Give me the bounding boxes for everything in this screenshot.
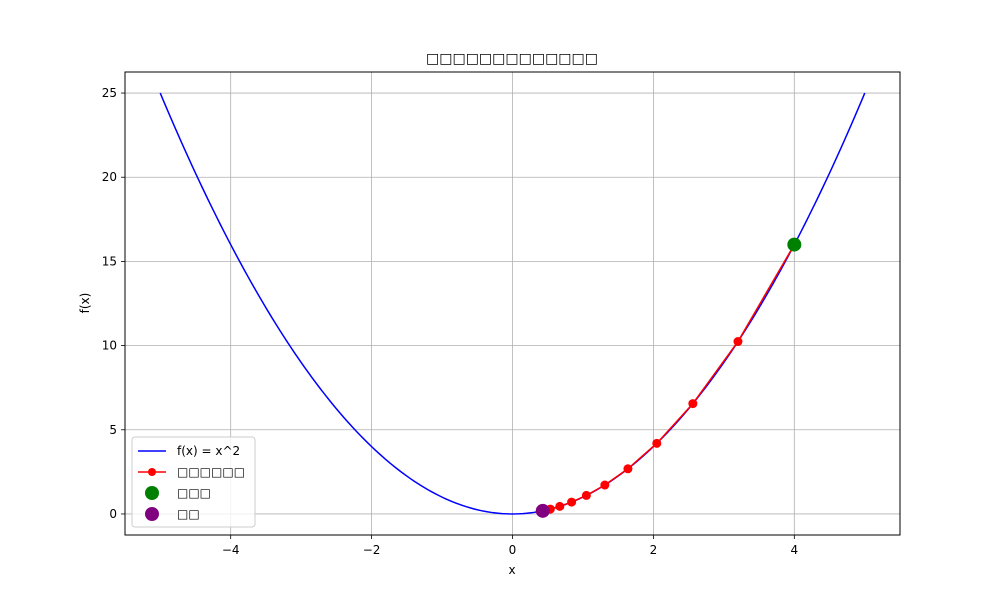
legend-frame [131,436,256,528]
x-tick-label: 2 [650,543,658,557]
x-tick-label: 4 [790,543,798,557]
end-point-marker [535,503,550,518]
tick-layer: −4 −2 0 2 4 0 5 10 15 20 25 [102,86,798,557]
x-tick-label: −4 [222,543,240,557]
legend-entry-curve: f(x) = x^2 [138,444,240,458]
data-layer [159,92,866,518]
x-tick-label: −2 [363,543,381,557]
y-tick-label: 15 [102,254,117,268]
descent-path-point [688,399,698,409]
descent-path-point [623,464,633,474]
legend-label-start: □□□ [177,486,211,500]
descent-path-point [555,501,565,511]
legend-swatch-end [145,507,159,521]
start-point-marker [787,237,802,252]
descent-path-point [652,438,662,448]
descent-path-line [550,244,795,510]
x-axis-label: x [508,563,515,577]
descent-path-point [581,490,591,500]
y-tick-label: 10 [102,339,117,353]
legend-label-end: □□ [177,507,200,521]
function-curve-line [159,92,866,515]
descent-path-point [600,480,610,490]
y-tick-label: 0 [109,507,117,521]
y-tick-label: 25 [102,86,117,100]
y-axis-label: f(x) [78,293,92,314]
y-tick-label: 20 [102,170,117,184]
legend-entry-end: □□ [145,507,200,521]
legend-swatch-start [145,486,159,500]
legend: f(x) = x^2 □□□□□□ □□□ □□ [131,436,256,528]
x-tick-label: 0 [509,543,517,557]
y-tick-label: 5 [109,423,117,437]
chart-title: □□□□□□□□□□□□□ [426,51,598,67]
legend-label-curve: f(x) = x^2 [177,444,240,458]
legend-label-path: □□□□□□ [177,465,245,479]
legend-entry-path: □□□□□□ [138,465,245,479]
legend-entry-start: □□□ [145,486,211,500]
descent-path-point [733,337,743,347]
legend-swatch-path-marker [148,468,156,476]
descent-path-point [567,497,577,507]
